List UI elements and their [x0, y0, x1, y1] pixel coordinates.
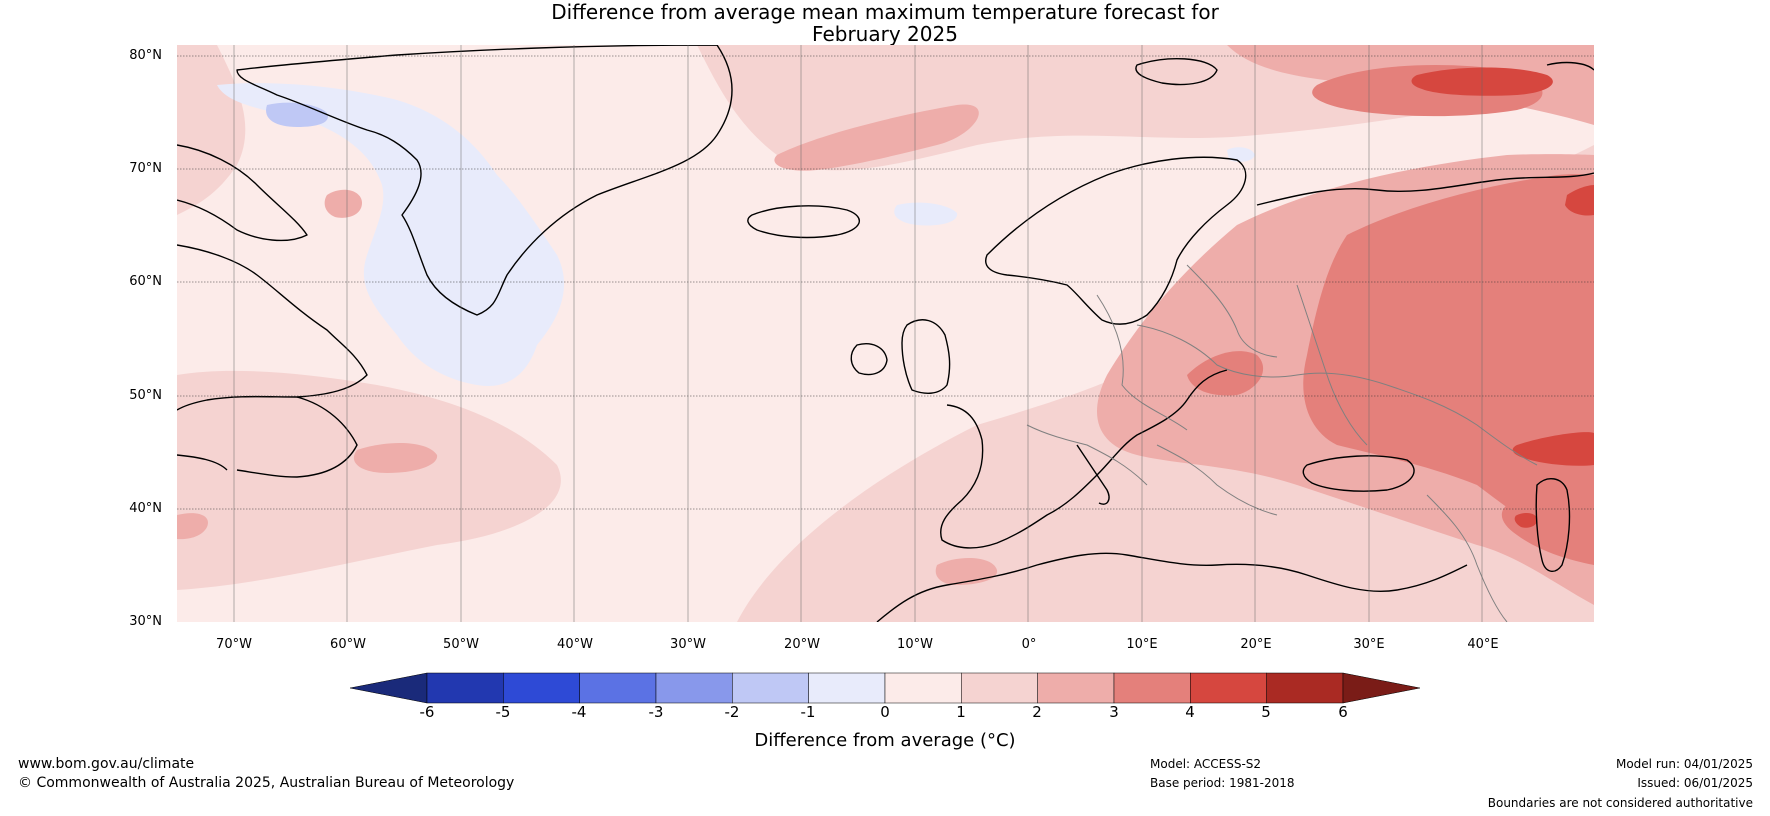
lon-label-10w: 10°W: [897, 637, 933, 652]
lon-label-0: 0°: [1021, 637, 1037, 652]
colorbar-tick-2: 2: [1032, 703, 1042, 721]
lon-label-30w: 30°W: [670, 637, 706, 652]
footer-model: Model: ACCESS-S2: [1150, 757, 1262, 771]
colorbar-tick-minus4: -4: [571, 703, 587, 721]
map-title-line-1: Difference from average mean maximum tem…: [551, 0, 1219, 24]
lon-label-30e: 30°E: [1353, 637, 1385, 652]
lat-label-60n: 60°N: [129, 274, 162, 289]
country-borders: [1026, 264, 1538, 622]
lon-label-20w: 20°W: [784, 637, 820, 652]
lon-label-20e: 20°E: [1240, 637, 1272, 652]
colorbar-cell: [503, 672, 580, 704]
colorbar-cell: [808, 672, 886, 704]
colorbar-tick-4: 4: [1185, 703, 1195, 721]
graticule: [177, 55, 1594, 510]
colorbar-tick-minus2: -2: [724, 703, 740, 721]
colorbar-cell: [1037, 672, 1115, 704]
colorbar-over-arrow: [1342, 672, 1420, 704]
anomaly-band-3-4: [1187, 65, 1594, 565]
colorbar-cell: [426, 672, 504, 704]
colorbar-under-arrow: [350, 672, 428, 704]
lon-label-70w: 70°W: [216, 637, 252, 652]
meridians: [233, 45, 1483, 622]
colorbar: [350, 672, 1420, 704]
colorbar-tick-3: 3: [1109, 703, 1119, 721]
lat-label-80n: 80°N: [129, 48, 162, 63]
coastlines: [177, 45, 1594, 622]
lat-label-30n: 30°N: [129, 614, 162, 629]
colorbar-cell: [1113, 672, 1191, 704]
lat-label-40n: 40°N: [129, 501, 162, 516]
colorbar-cell: [579, 672, 657, 704]
colorbar-cell: [1266, 672, 1344, 704]
colorbar-tick-minus5: -5: [495, 703, 511, 721]
colorbar-tick-minus1: -1: [800, 703, 816, 721]
lon-label-60w: 60°W: [330, 637, 366, 652]
footer-base-period: Base period: 1981-2018: [1150, 776, 1295, 790]
colorbar-cell: [732, 672, 809, 704]
lon-label-40e: 40°E: [1467, 637, 1499, 652]
lon-label-40w: 40°W: [557, 637, 593, 652]
colorbar-cell: [655, 672, 733, 704]
lat-label-50n: 50°N: [129, 388, 162, 403]
colorbar-tick-0: 0: [880, 703, 890, 721]
colorbar-tick-5: 5: [1261, 703, 1271, 721]
anomaly-band-negative: [217, 83, 1255, 386]
colorbar-tick-minus3: -3: [648, 703, 664, 721]
colorbar-cell: [1190, 672, 1267, 704]
footer-copyright: © Commonwealth of Australia 2025, Austra…: [18, 775, 515, 791]
footer-issued: Issued: 06/01/2025: [1637, 776, 1753, 790]
colorbar-tick-minus6: -6: [419, 703, 435, 721]
temperature-anomaly-map: [177, 45, 1594, 622]
colorbar-cells: [426, 672, 1344, 704]
footer-disclaimer: Boundaries are not considered authoritat…: [1487, 796, 1753, 810]
lon-label-50w: 50°W: [443, 637, 479, 652]
colorbar-cell: [884, 672, 962, 704]
footer-website[interactable]: www.bom.gov.au/climate: [18, 756, 195, 772]
lat-label-70n: 70°N: [129, 161, 162, 176]
lon-label-10e: 10°E: [1126, 637, 1158, 652]
colorbar-tick-1: 1: [956, 703, 966, 721]
colorbar-tick-6: 6: [1338, 703, 1348, 721]
colorbar-cell: [961, 672, 1038, 704]
colorbar-label: Difference from average (°C): [754, 730, 1016, 751]
footer-model-run: Model run: 04/01/2025: [1615, 757, 1753, 771]
map-title-line-2: February 2025: [812, 22, 958, 46]
